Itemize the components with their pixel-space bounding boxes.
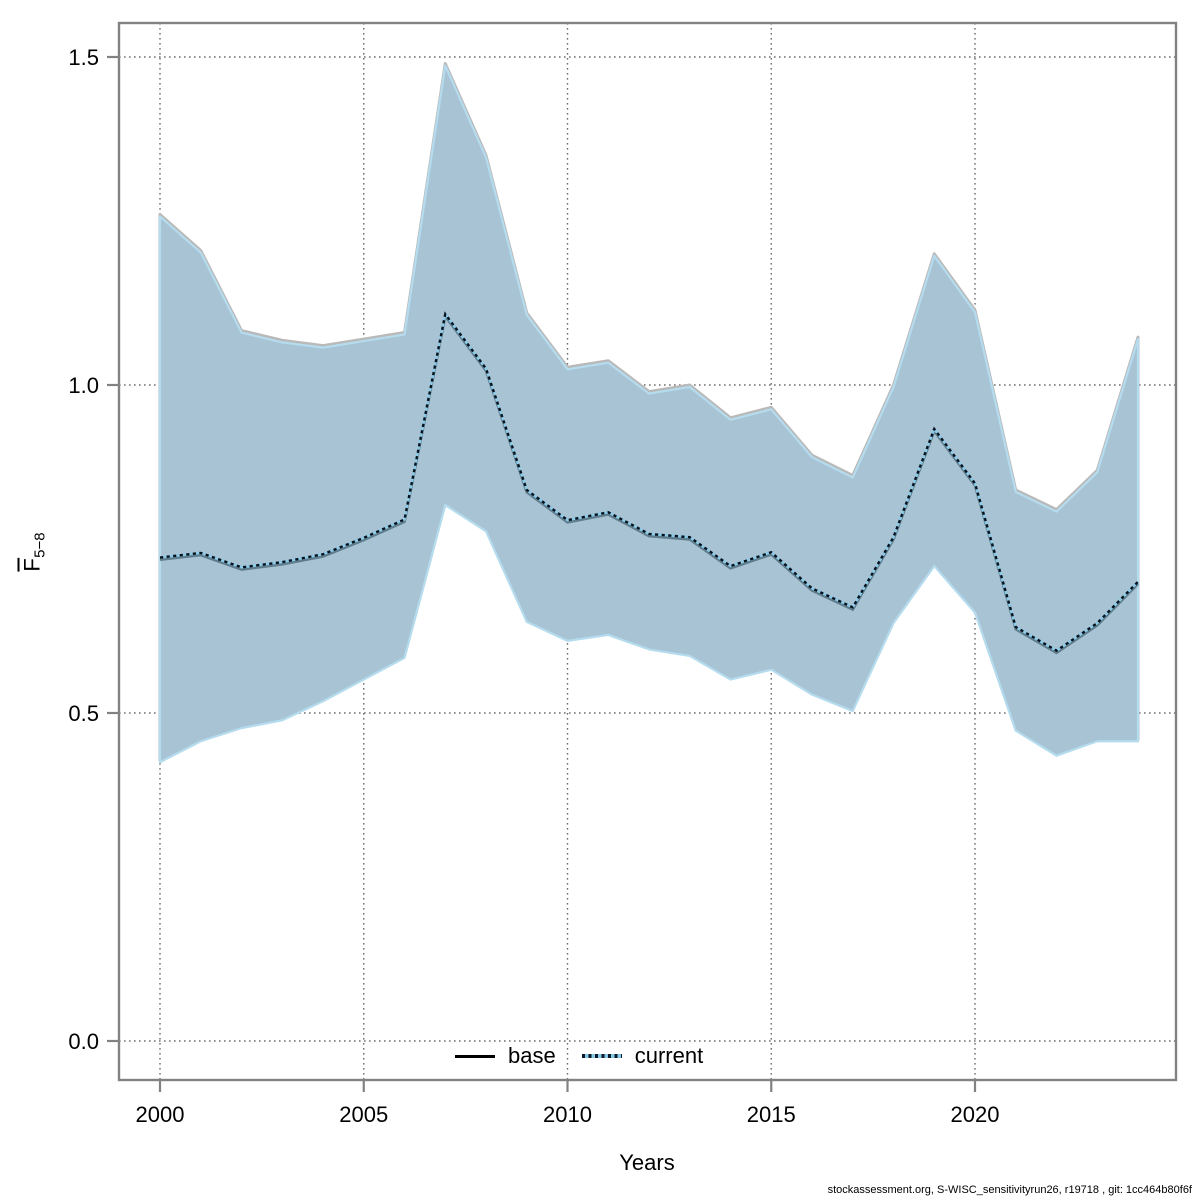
legend-label-current: current <box>634 1043 704 1068</box>
x-tick-label: 2000 <box>136 1102 185 1127</box>
confidence-band-current <box>158 64 1140 764</box>
y-tick-label: 0.0 <box>68 1029 99 1054</box>
y-tick-label: 1.0 <box>68 373 99 398</box>
x-tick-label: 2005 <box>339 1102 388 1127</box>
chart-legend: base current <box>455 1043 703 1069</box>
y-axis-label-sub: 5−8 <box>31 532 49 558</box>
legend-line-current-sample <box>581 1054 622 1058</box>
x-tick-label: 2010 <box>543 1102 592 1127</box>
y-tick-label: 1.5 <box>68 45 99 70</box>
y-axis-label-main: F <box>19 557 45 572</box>
legend-line-base-sample <box>455 1054 495 1058</box>
y-tick-label: 0.5 <box>68 701 99 726</box>
x-axis-label: Years <box>619 1150 675 1175</box>
y-axis-label: F5−8 <box>20 532 49 571</box>
current-median-line <box>159 311 1139 653</box>
x-tick-label: 2020 <box>951 1102 1000 1127</box>
legend-item-current: current <box>581 1043 704 1069</box>
x-tick-label: 2015 <box>747 1102 796 1127</box>
plot-border <box>117 21 1178 1082</box>
legend-label-base: base <box>508 1043 556 1068</box>
footer-credit: stockassessment.org, S-WISC_sensitivityr… <box>827 1184 1192 1196</box>
legend-item-base: base <box>455 1043 556 1069</box>
